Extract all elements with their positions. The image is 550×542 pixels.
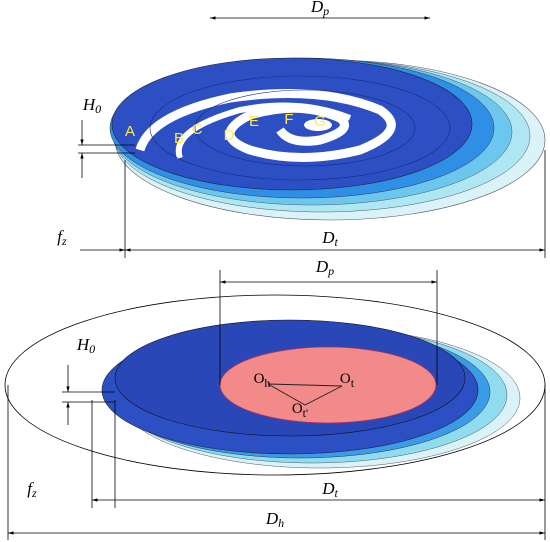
label-sub: p: [322, 4, 329, 18]
label: Oh: [254, 371, 271, 389]
label-main: O: [292, 401, 303, 417]
label-sub: p: [327, 264, 334, 278]
label: Dh: [265, 509, 284, 530]
label-main: D: [321, 228, 335, 247]
point-label: D: [224, 127, 235, 144]
point-label: G: [314, 113, 326, 130]
label-sub: 0: [95, 102, 101, 116]
label-main: D: [310, 0, 324, 16]
label: Dp: [310, 0, 329, 18]
label-sub: z: [31, 486, 37, 500]
label-main: D: [265, 509, 279, 528]
label-sub: t': [303, 406, 309, 420]
label-sub: z: [61, 234, 67, 248]
label: Dt: [321, 479, 338, 500]
point-label: C: [192, 121, 203, 138]
label-sub: t: [351, 376, 355, 390]
label-main: H: [82, 95, 97, 114]
label: Ot: [340, 371, 355, 389]
label: Ot': [292, 401, 308, 419]
label-sub: t: [334, 235, 338, 249]
label-main: H: [76, 335, 91, 354]
label-main: f: [27, 479, 34, 498]
label-sub: h: [278, 516, 284, 530]
label: Dp: [315, 257, 334, 278]
point-label: F: [284, 111, 293, 128]
label: H0: [76, 335, 95, 356]
label-main: D: [321, 479, 335, 498]
label-main: f: [57, 227, 64, 246]
label-sub: h: [264, 376, 270, 390]
label-main: D: [315, 257, 329, 276]
disk-stack: [101, 319, 521, 469]
label-sub: t: [334, 486, 338, 500]
label-main: O: [254, 371, 265, 387]
label: fz: [27, 479, 37, 500]
label-sub: 0: [89, 342, 95, 356]
label: fz: [57, 227, 67, 248]
label: Dt: [321, 228, 338, 249]
spiral-disk: [109, 57, 546, 221]
label: H0: [82, 95, 101, 116]
point-label: B: [174, 130, 184, 147]
point-label: A: [125, 123, 135, 140]
label-main: O: [340, 371, 351, 387]
point-label: E: [249, 113, 259, 130]
